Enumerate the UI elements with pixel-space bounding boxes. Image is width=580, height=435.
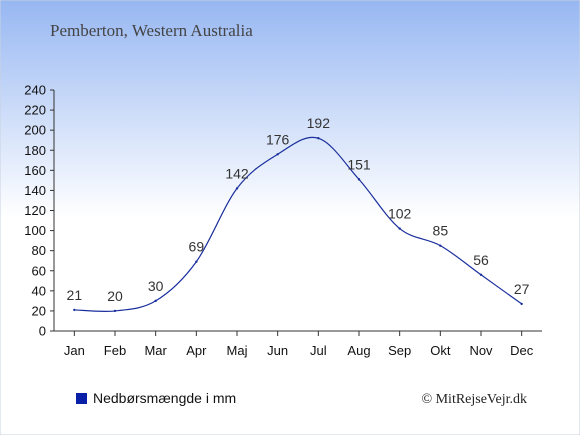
x-tick-label: Apr	[186, 343, 207, 358]
x-tick-label: Jan	[64, 343, 85, 358]
y-tick-label: 0	[39, 324, 46, 339]
data-point	[357, 178, 361, 181]
data-label: 20	[107, 288, 123, 304]
y-tick-label: 180	[24, 143, 46, 158]
data-label: 176	[266, 131, 290, 147]
data-label: 56	[473, 252, 489, 268]
data-marks: 21 20 30 69 142 176 192 151 102 85 56 27	[67, 115, 530, 313]
data-point	[73, 308, 76, 312]
x-tick-label: Sep	[388, 343, 411, 358]
x-tick-label: Nov	[469, 343, 493, 358]
x-tick-label: Dec	[510, 343, 534, 358]
x-tick-label: Maj	[227, 343, 248, 358]
y-tick-label: 20	[32, 303, 46, 318]
data-point	[195, 260, 198, 263]
data-point	[276, 153, 279, 156]
data-point	[317, 137, 320, 140]
y-tick-label: 40	[32, 283, 46, 298]
y-tick-label: 60	[32, 263, 46, 278]
data-point	[479, 273, 483, 276]
y-tick-label: 200	[24, 123, 46, 138]
data-label: 27	[514, 281, 530, 297]
x-tick-label: Jun	[267, 343, 288, 358]
x-tick-label: Aug	[347, 343, 370, 358]
y-tick-label: 160	[24, 163, 46, 178]
chart-title: Pemberton, Western Australia	[50, 21, 253, 40]
data-label: 69	[189, 239, 205, 255]
data-label: 192	[307, 115, 331, 131]
y-tick-label: 240	[24, 83, 46, 98]
y-tick-label: 140	[24, 183, 46, 198]
y-tick-label: 80	[32, 243, 46, 258]
axes: 0 20 40 60 80 100 120 140 160 180 200 220 240 Jan Feb M…	[24, 83, 542, 358]
data-label: 151	[347, 156, 371, 172]
x-tick-label: Feb	[104, 343, 126, 358]
x-tick-label: Jul	[310, 343, 327, 358]
y-tick-label: 220	[24, 103, 46, 118]
data-point	[520, 302, 523, 306]
x-tick-label: Mar	[144, 343, 167, 358]
data-label: 85	[433, 223, 449, 239]
data-point	[154, 299, 157, 303]
y-tick-label: 120	[24, 203, 46, 218]
data-point	[113, 309, 117, 313]
legend-marker	[76, 393, 87, 404]
data-label: 21	[67, 287, 83, 303]
credit-text: © MitRejseVejr.dk	[421, 392, 527, 407]
data-label: 142	[225, 165, 249, 181]
data-label: 102	[388, 206, 412, 222]
y-tick-label: 100	[24, 223, 46, 238]
data-point	[398, 227, 401, 230]
legend-label: Nedbørsmængde i mm	[93, 390, 236, 406]
data-point	[235, 187, 239, 190]
x-tick-label: Okt	[430, 343, 451, 358]
data-label: 30	[148, 278, 164, 294]
data-point	[439, 244, 442, 247]
